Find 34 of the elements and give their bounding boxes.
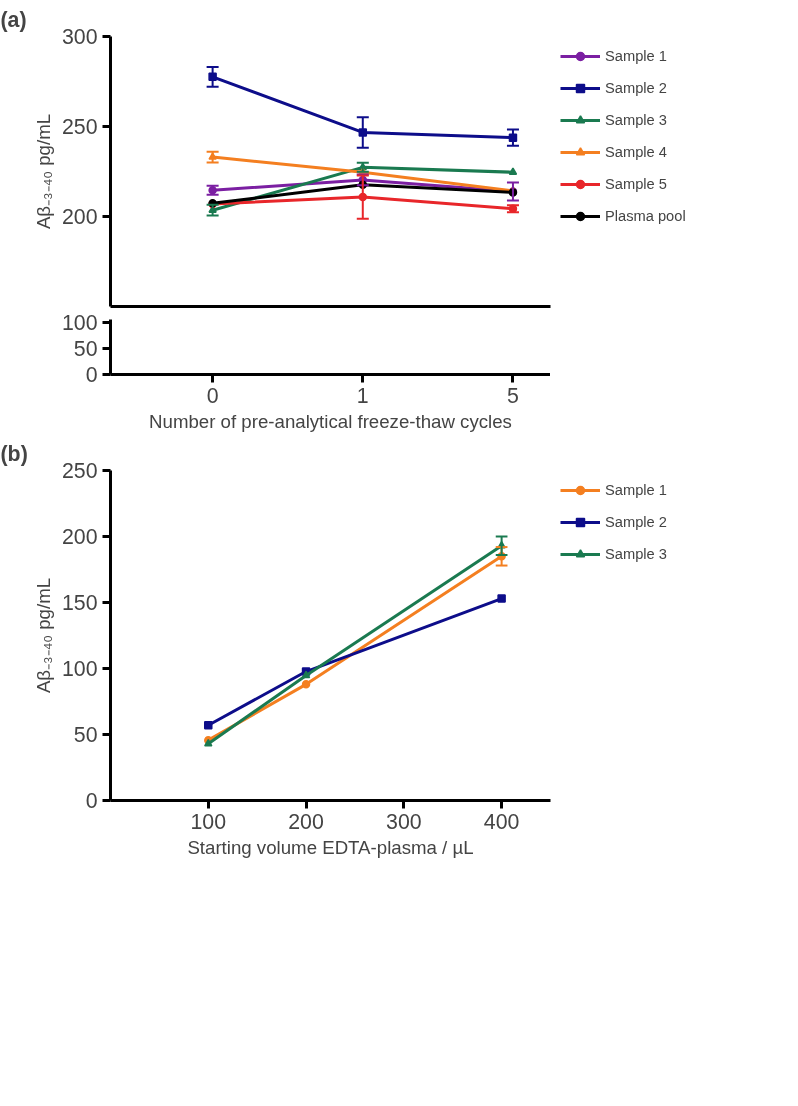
y-tick-label: 0 bbox=[85, 789, 98, 813]
y-tick-label: 50 bbox=[73, 336, 98, 361]
x-tick-label: 0 bbox=[206, 383, 219, 408]
legend-label: Sample 1 bbox=[605, 48, 667, 64]
legend-label: Sample 3 bbox=[605, 546, 667, 562]
y-tick-label: 0 bbox=[85, 363, 98, 387]
y-tick-label: 100 bbox=[61, 657, 98, 681]
x-tick-label: 100 bbox=[190, 809, 227, 834]
x-tick-label: 5 bbox=[507, 383, 519, 408]
legend-label: Sample 3 bbox=[605, 112, 667, 128]
y-tick-label: 300 bbox=[61, 25, 98, 49]
y-axis-title: Aβ₋₃₋₄₀ pg/mL bbox=[32, 113, 54, 230]
chart-title: (a) bbox=[0, 7, 27, 32]
legend-label: Plasma pool bbox=[605, 208, 686, 224]
y-tick-label: 250 bbox=[61, 459, 98, 483]
y-tick-label: 200 bbox=[61, 205, 98, 229]
x-tick-label: 200 bbox=[288, 809, 324, 834]
y-tick-label: 200 bbox=[61, 525, 98, 549]
y-axis-title: Aβ₋₃₋₄₀ pg/mL bbox=[32, 577, 54, 694]
legend-label: Sample 2 bbox=[605, 514, 667, 530]
x-tick-label: 300 bbox=[386, 809, 422, 834]
y-tick-label: 50 bbox=[73, 723, 98, 747]
y-tick-label: 250 bbox=[61, 115, 98, 139]
legend-label: Sample 2 bbox=[605, 80, 667, 96]
legend-label: Sample 1 bbox=[605, 482, 667, 498]
x-tick-label: 400 bbox=[483, 809, 520, 834]
legend-label: Sample 4 bbox=[605, 144, 667, 160]
chart-title: (b) bbox=[0, 441, 28, 466]
x-tick-label: 1 bbox=[356, 383, 369, 408]
y-tick-label: 150 bbox=[61, 591, 98, 615]
y-tick-label: 100 bbox=[61, 310, 98, 335]
legend-label: Sample 5 bbox=[605, 176, 667, 192]
x-axis-title: Number of pre-analytical freeze-thaw cycles bbox=[149, 410, 512, 432]
x-axis-title: Starting volume EDTA-plasma / µL bbox=[187, 836, 474, 858]
